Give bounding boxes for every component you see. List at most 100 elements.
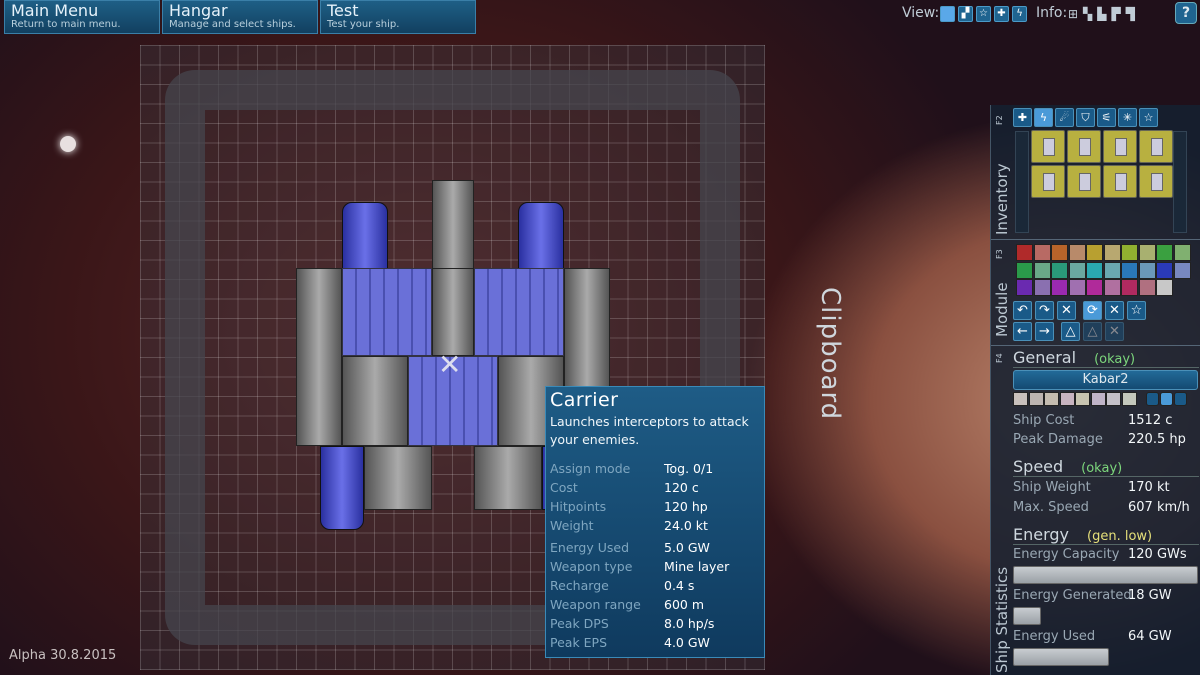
ship-color-swatch[interactable] (1106, 392, 1121, 406)
color-swatch[interactable] (1156, 244, 1173, 261)
color-swatch[interactable] (1068, 261, 1086, 279)
ship-color-swatch[interactable] (1044, 392, 1059, 406)
help-button[interactable]: ? (1175, 2, 1197, 24)
color-swatch[interactable] (1138, 279, 1156, 296)
inventory-item[interactable] (1103, 130, 1137, 163)
ship-color-swatch[interactable] (1121, 392, 1137, 406)
ship-color-mode-button[interactable] (1174, 392, 1187, 406)
favorite-button[interactable]: ☆ (1127, 301, 1146, 320)
mirror-button[interactable]: ⟳ (1083, 301, 1102, 320)
energy-used-value: 64 GW (1128, 629, 1172, 644)
color-swatch[interactable] (1173, 244, 1191, 261)
inventory-item[interactable] (1067, 130, 1101, 163)
ship-color-swatch[interactable] (1013, 392, 1028, 406)
redo-button[interactable]: ↷ (1035, 301, 1054, 320)
color-swatch[interactable] (1121, 261, 1138, 279)
color-swatch[interactable] (1086, 244, 1103, 261)
color-swatch[interactable] (1016, 244, 1033, 261)
color-swatch[interactable] (1138, 261, 1156, 279)
undo-button[interactable]: ↶ (1013, 301, 1032, 320)
max-speed-value: 607 km/h (1128, 500, 1190, 515)
tooltip-row: Hitpoints 120 hp (550, 497, 760, 516)
color-swatch[interactable] (1033, 244, 1051, 261)
ship-name-field[interactable]: Kabar2 (1013, 370, 1198, 390)
color-swatch[interactable] (1051, 244, 1068, 261)
tooltip-row-key: Weapon range (550, 597, 641, 612)
info-icons[interactable]: ⊞▚▙▛▜ (1068, 7, 1140, 21)
color-swatch[interactable] (1016, 279, 1033, 296)
color-swatch[interactable] (1156, 261, 1173, 279)
inventory-item[interactable] (1139, 165, 1173, 198)
inventory-item[interactable] (1139, 130, 1173, 163)
ship-color-swatch[interactable] (1028, 392, 1044, 406)
tooltip-row: Cost 120 c (550, 478, 760, 497)
peak-damage-label: Peak Damage (1013, 432, 1103, 447)
stats-label: Ship Statistics (993, 566, 1011, 673)
inventory-tab[interactable]: ☆ (1139, 108, 1158, 127)
inventory-tab[interactable]: ⛉ (1076, 108, 1095, 127)
color-swatch[interactable] (1016, 261, 1033, 279)
inventory-item[interactable] (1031, 165, 1065, 198)
color-swatch[interactable] (1086, 261, 1103, 279)
tooltip-row-key: Peak EPS (550, 635, 608, 650)
color-swatch[interactable] (1051, 279, 1068, 296)
tooltip-row: Energy Used 5.0 GW (550, 538, 760, 557)
clipboard-label[interactable]: Clipboard (815, 287, 845, 421)
star-icon[interactable]: ☆ (976, 6, 991, 22)
symmetry-alt-button[interactable]: △ (1083, 322, 1102, 341)
stack-icon[interactable]: ▞ (958, 6, 973, 22)
inventory-item[interactable] (1103, 165, 1137, 198)
delete-button[interactable]: ✕ (1057, 301, 1076, 320)
tooltip-row: Assign mode Tog. 0/1 (550, 459, 760, 478)
inventory-prev-button[interactable] (1015, 131, 1029, 233)
clear-button[interactable]: ✕ (1105, 301, 1124, 320)
main-menu-button[interactable]: Main Menu Return to main menu. (4, 0, 160, 34)
symmetry-off-button[interactable]: ✕ (1105, 322, 1124, 341)
block-view-icon[interactable] (940, 6, 955, 22)
ship-color-swatch[interactable] (1090, 392, 1106, 406)
color-swatch[interactable] (1138, 244, 1156, 261)
speed-header: Speed (okay) (1013, 457, 1199, 477)
move-left-button[interactable]: ← (1013, 322, 1032, 341)
color-swatch[interactable] (1103, 261, 1121, 279)
color-swatch[interactable] (1121, 279, 1138, 296)
lightning-icon[interactable]: ϟ (1012, 6, 1027, 22)
color-swatch[interactable] (1086, 279, 1103, 296)
inventory-tab[interactable]: ⚟ (1097, 108, 1116, 127)
color-swatch[interactable] (1033, 261, 1051, 279)
color-swatch[interactable] (1103, 244, 1121, 261)
tooltip-row-key: Weight (550, 518, 594, 533)
inventory-item[interactable] (1067, 165, 1101, 198)
inventory-tab[interactable]: ☄ (1055, 108, 1074, 127)
inventory-tab[interactable]: ✚ (1013, 108, 1032, 127)
ship-color-swatch[interactable] (1059, 392, 1075, 406)
color-swatch[interactable] (1121, 244, 1138, 261)
inventory-next-button[interactable] (1173, 131, 1187, 233)
inventory-key: F2 (995, 115, 1004, 125)
tooltip-description: Launches interceptors to attack your ene… (550, 414, 749, 447)
color-swatch[interactable] (1103, 279, 1121, 296)
color-swatch[interactable] (1033, 279, 1051, 296)
main-menu-title: Main Menu (11, 1, 99, 20)
color-swatch[interactable] (1173, 261, 1191, 279)
tooltip-row-value: 120 c (664, 480, 699, 495)
color-swatch[interactable] (1156, 279, 1173, 296)
inventory-tab[interactable]: ϟ (1034, 108, 1053, 127)
ship-color-mode-button[interactable] (1146, 392, 1159, 406)
hangar-button[interactable]: Hangar Manage and select ships. (162, 0, 318, 34)
color-swatch[interactable] (1051, 261, 1068, 279)
test-button[interactable]: Test Test your ship. (320, 0, 476, 34)
move-right-button[interactable]: → (1035, 322, 1054, 341)
inventory-item[interactable] (1031, 130, 1065, 163)
ship-color-mode-button[interactable] (1160, 392, 1173, 406)
ship-color-swatch[interactable] (1075, 392, 1090, 406)
hangar-title: Hangar (169, 1, 228, 20)
symmetry-button[interactable]: △ (1061, 322, 1080, 341)
color-swatch[interactable] (1068, 279, 1086, 296)
color-swatch[interactable] (1068, 244, 1086, 261)
crosshair-icon[interactable]: ✚ (994, 6, 1009, 22)
side-panel: Inventory F2 ✚ ϟ ☄ ⛉ ⚟ ✳ ☆ Module F3 ↶ ↷ ✕ ⟳ ✕ ☆ ← → △… (990, 105, 1200, 675)
speed-title: Speed (1013, 457, 1064, 476)
inventory-tab[interactable]: ✳ (1118, 108, 1137, 127)
general-header: General (okay) (1013, 348, 1199, 368)
